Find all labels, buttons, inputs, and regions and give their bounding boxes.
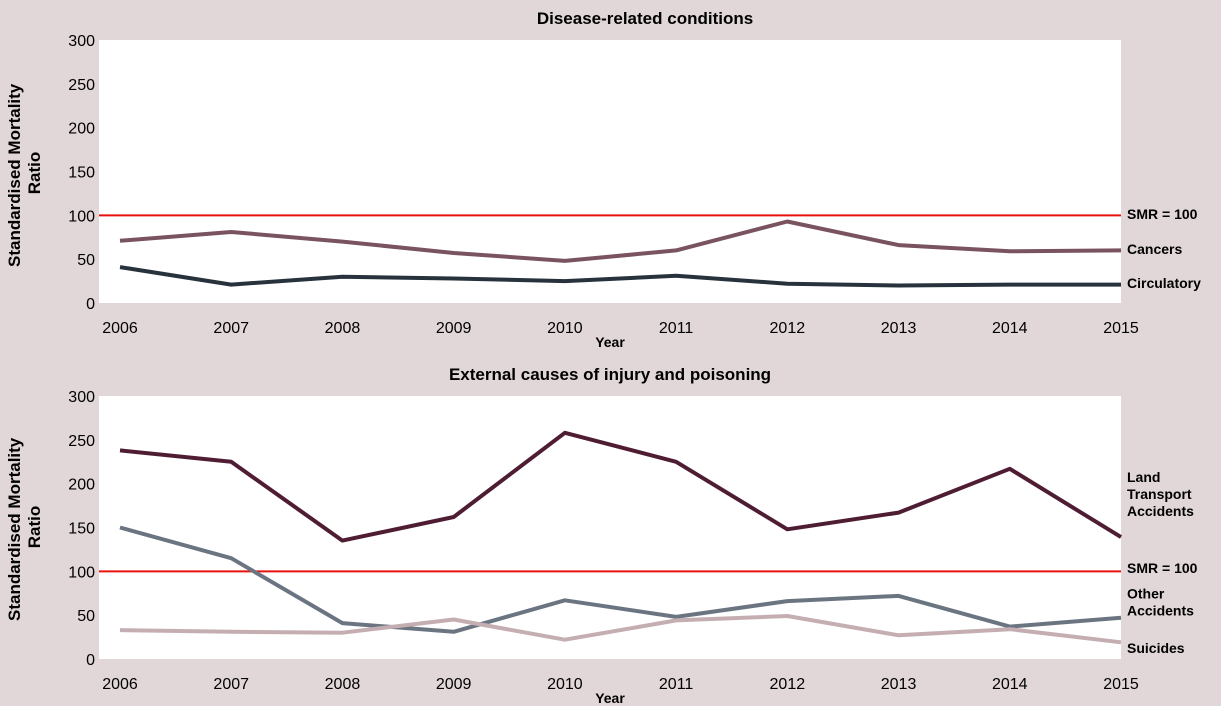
chart-title: External causes of injury and poisoning [449, 365, 771, 384]
x-tick-label: 2012 [770, 320, 806, 337]
y-tick-label: 250 [68, 433, 95, 450]
y-tick-label: 300 [68, 33, 95, 50]
x-tick-label: 2010 [547, 320, 583, 337]
chart-title: Disease-related conditions [537, 9, 753, 28]
y-tick-label: 100 [68, 564, 95, 581]
plot-area [99, 396, 1121, 659]
x-tick-label: 2013 [881, 676, 917, 693]
series-label-land-transport-accidents: Land Transport Accidents [1127, 469, 1194, 519]
y-tick-label: 50 [77, 608, 95, 625]
series-label-circulatory: Circulatory [1127, 275, 1201, 291]
x-axis-title: Year [595, 690, 625, 706]
reference-line-label: SMR = 100 [1127, 560, 1198, 576]
y-tick-label: 50 [77, 252, 95, 269]
x-tick-label: 2013 [881, 320, 917, 337]
x-tick-label: 2011 [659, 676, 694, 693]
series-label-other-accidents: Other Accidents [1127, 586, 1194, 619]
x-tick-label: 2008 [325, 320, 361, 337]
y-tick-label: 100 [68, 208, 95, 225]
y-tick-label: 150 [68, 165, 95, 182]
x-tick-label: 2009 [436, 676, 472, 693]
x-tick-label: 2010 [547, 676, 583, 693]
y-axis-title: Standardised Mortality Ratio [5, 79, 44, 267]
x-axis-title: Year [595, 334, 625, 350]
x-tick-label: 2012 [770, 676, 806, 693]
x-tick-label: 2015 [1103, 320, 1139, 337]
x-tick-label: 2006 [102, 320, 138, 337]
y-tick-label: 200 [68, 121, 95, 138]
x-tick-label: 2008 [325, 676, 361, 693]
series-line-circulatory [119, 265, 1121, 288]
series-label-suicides: Suicides [1127, 640, 1185, 656]
y-tick-label: 0 [86, 652, 95, 669]
x-tick-label: 2007 [213, 676, 249, 693]
series-line-suicides [119, 614, 1122, 645]
x-tick-label: 2015 [1103, 676, 1139, 693]
x-tick-label: 2009 [436, 320, 472, 337]
series-label-cancers: Cancers [1127, 241, 1182, 257]
y-tick-label: 250 [68, 77, 95, 94]
y-axis-title: Standardised Mortality Ratio [5, 433, 44, 621]
x-tick-label: 2014 [992, 320, 1028, 337]
y-tick-label: 200 [68, 477, 95, 494]
x-tick-label: 2011 [659, 320, 694, 337]
chart-disease-related: Disease-related conditions Standardised … [5, 9, 1201, 350]
series-line-land-transport-accidents [119, 430, 1123, 543]
x-tick-label: 2014 [992, 676, 1028, 693]
series-line-other-accidents [119, 525, 1122, 634]
series-line-cancers [119, 219, 1122, 263]
reference-line-label: SMR = 100 [1127, 206, 1198, 222]
y-tick-label: 300 [68, 389, 95, 406]
chart-external-causes: External causes of injury and poisoning … [5, 365, 1198, 706]
y-tick-label: 150 [68, 521, 95, 538]
x-tick-label: 2006 [102, 676, 138, 693]
plot-area [99, 40, 1121, 303]
x-tick-label: 2007 [213, 320, 249, 337]
y-tick-label: 0 [86, 296, 95, 313]
